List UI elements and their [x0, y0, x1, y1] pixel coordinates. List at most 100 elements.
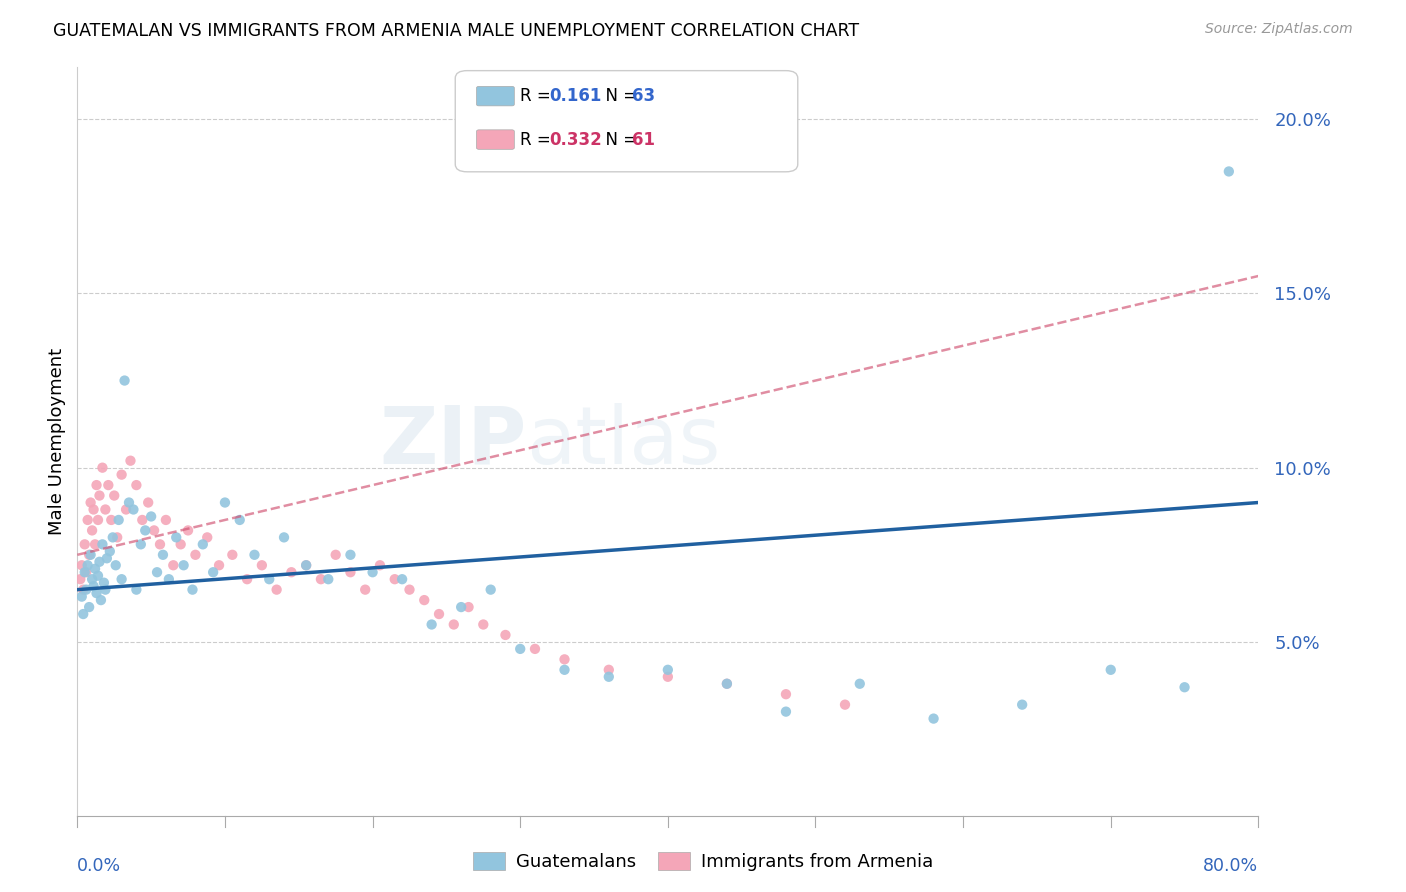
- Point: [325, 548, 347, 562]
- Point: [280, 566, 302, 580]
- Point: [94, 582, 117, 597]
- Point: [208, 558, 231, 573]
- Point: [165, 530, 187, 544]
- Point: [76, 558, 98, 573]
- Point: [243, 548, 266, 562]
- Point: [509, 641, 531, 656]
- Point: [77, 600, 100, 615]
- Point: [69, 572, 91, 586]
- Point: [236, 572, 259, 586]
- Point: [309, 572, 332, 586]
- Point: [129, 537, 152, 551]
- Point: [136, 495, 159, 509]
- Point: [339, 548, 361, 562]
- Point: [94, 502, 117, 516]
- Legend: Guatemalans, Immigrants from Armenia: Guatemalans, Immigrants from Armenia: [465, 846, 941, 879]
- Point: [146, 566, 169, 580]
- Point: [457, 600, 479, 615]
- Text: atlas: atlas: [526, 402, 720, 481]
- Point: [554, 663, 576, 677]
- Point: [266, 582, 288, 597]
- Text: GUATEMALAN VS IMMIGRANTS FROM ARMENIA MALE UNEMPLOYMENT CORRELATION CHART: GUATEMALAN VS IMMIGRANTS FROM ARMENIA MA…: [53, 22, 859, 40]
- Point: [114, 374, 136, 388]
- Point: [77, 548, 100, 562]
- Point: [107, 513, 129, 527]
- Point: [83, 502, 105, 516]
- Point: [716, 677, 738, 691]
- Point: [122, 502, 145, 516]
- Point: [84, 562, 107, 576]
- Point: [120, 453, 142, 467]
- Point: [79, 548, 101, 562]
- Point: [105, 530, 128, 544]
- Point: [75, 566, 97, 580]
- Point: [89, 555, 111, 569]
- Point: [101, 530, 124, 544]
- Point: [657, 663, 679, 677]
- Point: [173, 558, 195, 573]
- Text: Source: ZipAtlas.com: Source: ZipAtlas.com: [1205, 22, 1353, 37]
- Point: [86, 478, 108, 492]
- Point: [295, 558, 318, 573]
- Point: [131, 513, 153, 527]
- Point: [118, 495, 141, 509]
- Point: [141, 509, 163, 524]
- Point: [83, 579, 105, 593]
- Point: [834, 698, 856, 712]
- Point: [598, 663, 620, 677]
- Point: [554, 652, 576, 666]
- Point: [70, 590, 93, 604]
- Text: 0.0%: 0.0%: [77, 857, 121, 875]
- Point: [103, 489, 125, 503]
- Point: [1174, 680, 1197, 694]
- Point: [184, 548, 207, 562]
- Point: [450, 600, 472, 615]
- Point: [472, 617, 495, 632]
- Point: [72, 582, 94, 597]
- Point: [384, 572, 406, 586]
- Point: [91, 460, 114, 475]
- Text: 0.161: 0.161: [550, 87, 602, 105]
- Point: [228, 513, 252, 527]
- Point: [420, 617, 443, 632]
- Point: [82, 524, 104, 538]
- Point: [368, 558, 391, 573]
- Point: [70, 558, 93, 573]
- FancyBboxPatch shape: [477, 130, 515, 149]
- FancyBboxPatch shape: [456, 70, 797, 172]
- Point: [849, 677, 872, 691]
- Y-axis label: Male Unemployment: Male Unemployment: [48, 348, 66, 535]
- Point: [214, 495, 236, 509]
- Point: [111, 467, 132, 482]
- Point: [73, 566, 96, 580]
- Text: R =: R =: [520, 87, 557, 105]
- Point: [93, 575, 115, 590]
- Point: [115, 502, 138, 516]
- Point: [443, 617, 465, 632]
- Point: [97, 478, 120, 492]
- Point: [775, 687, 797, 701]
- Point: [104, 558, 127, 573]
- Point: [177, 524, 200, 538]
- Point: [775, 705, 797, 719]
- Point: [89, 489, 111, 503]
- Point: [181, 582, 204, 597]
- Point: [495, 628, 517, 642]
- Point: [125, 478, 148, 492]
- Point: [295, 558, 318, 573]
- Point: [1011, 698, 1033, 712]
- Point: [152, 548, 174, 562]
- Point: [96, 551, 118, 566]
- Point: [111, 572, 132, 586]
- Point: [1218, 164, 1240, 178]
- Point: [191, 537, 214, 551]
- Point: [259, 572, 281, 586]
- Point: [354, 582, 377, 597]
- Point: [524, 641, 547, 656]
- Point: [72, 607, 94, 621]
- Point: [657, 670, 679, 684]
- Point: [75, 582, 97, 597]
- Point: [413, 593, 436, 607]
- Text: 61: 61: [633, 130, 655, 149]
- Point: [221, 548, 243, 562]
